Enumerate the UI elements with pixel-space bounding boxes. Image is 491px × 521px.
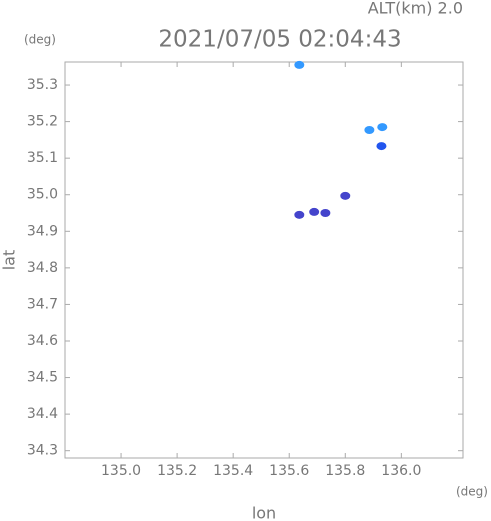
- echo: [294, 60, 305, 69]
- x-tick-label: 135.6: [269, 463, 309, 479]
- y-tick-label: 34.5: [27, 370, 58, 386]
- x-tick-label: 136.0: [381, 463, 421, 479]
- x-tick-label: 135.4: [213, 463, 253, 479]
- y-tick-label: 35.3: [27, 77, 58, 93]
- subtitle: ALT(km) 2.0: [368, 0, 463, 18]
- x-axis-label: lon: [252, 504, 276, 521]
- y-tick-label: 34.7: [27, 296, 58, 312]
- echo: [309, 207, 320, 216]
- y-tick-label: 35.1: [27, 150, 58, 166]
- plot-frame: [64, 61, 464, 459]
- echo: [320, 209, 331, 218]
- y-axis-label: lat: [0, 250, 19, 271]
- echo: [340, 191, 351, 200]
- echo: [294, 210, 305, 219]
- y-tick-label: 34.3: [27, 443, 58, 459]
- echo: [376, 142, 387, 151]
- x-unit: (deg): [456, 485, 488, 499]
- y-unit: (deg): [24, 33, 56, 47]
- x-tick-label: 135.2: [157, 463, 197, 479]
- x-tick-label: 135.8: [325, 463, 365, 479]
- y-tick-label: 35.2: [27, 114, 58, 130]
- y-tick-label: 34.9: [27, 223, 58, 239]
- y-tick-label: 35.0: [27, 187, 58, 203]
- y-tick-label: 34.6: [27, 333, 58, 349]
- echo: [377, 123, 388, 132]
- x-tick-label: 135.0: [101, 463, 141, 479]
- y-tick-label: 34.8: [27, 260, 58, 276]
- chart-title: 2021/07/05 02:04:43: [158, 27, 401, 53]
- echo: [364, 126, 375, 135]
- y-tick-label: 34.4: [27, 406, 58, 422]
